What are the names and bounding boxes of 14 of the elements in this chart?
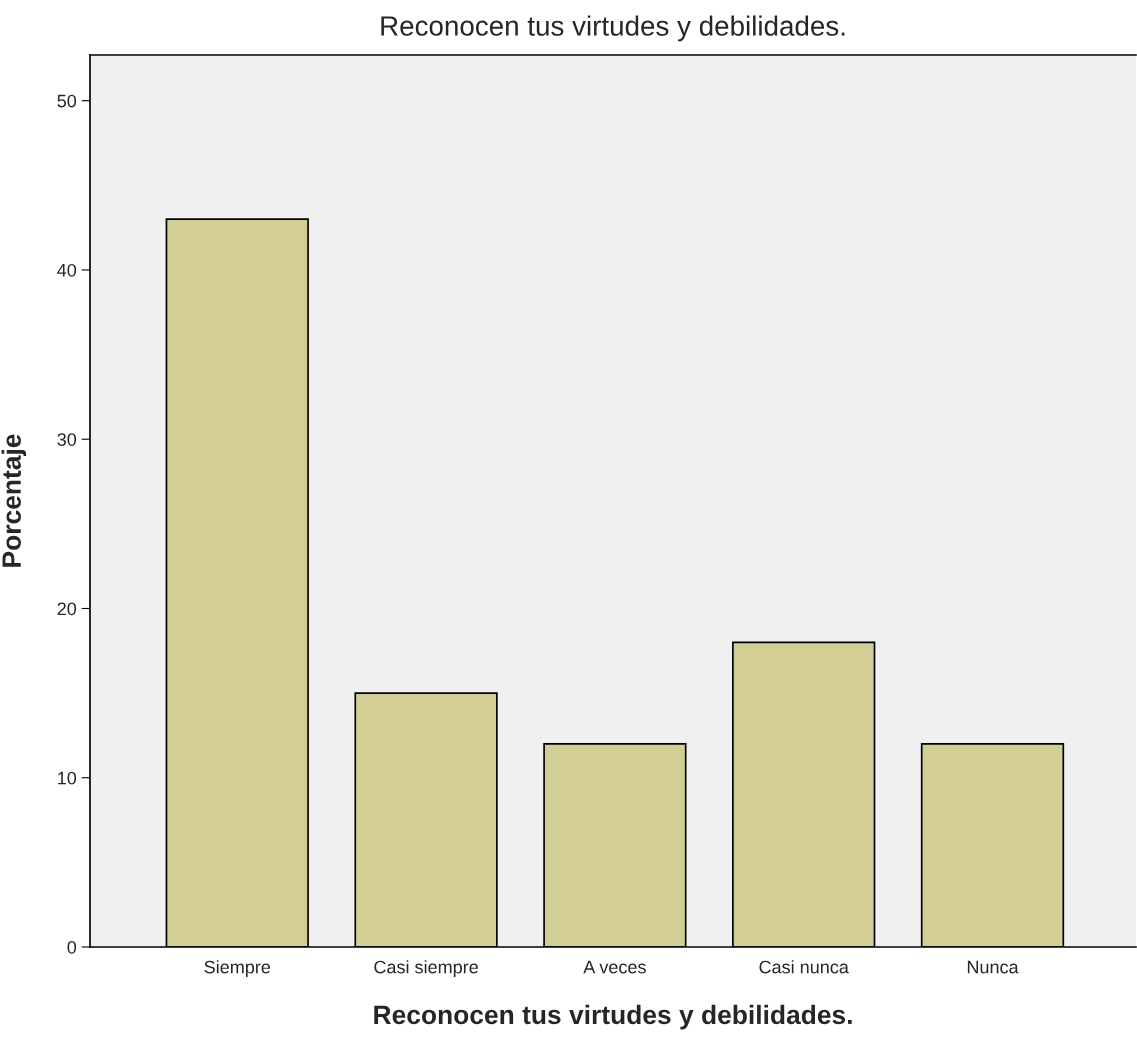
y-axis-title: Porcentaje [1,434,27,567]
x-tick-label: Nunca [967,960,1019,974]
x-tick-label: A veces [583,960,646,974]
chart-title: Reconocen tus virtudes y debilidades. [381,15,845,42]
x-tick-label: Casi nunca [759,960,849,974]
y-tick-label: 40 [57,263,77,277]
y-tick-label: 20 [57,602,77,616]
x-tick-label: Siempre [204,960,271,978]
y-tick-label: 10 [58,771,77,785]
y-tick-label: 30 [57,433,77,446]
x-axis-title: Reconocen tus virtudes y debilidades. [374,1004,852,1030]
y-tick-label: 0 [67,940,77,954]
y-tick-label: 50 [57,94,77,108]
x-tick-label: Casi siempre [374,960,478,978]
